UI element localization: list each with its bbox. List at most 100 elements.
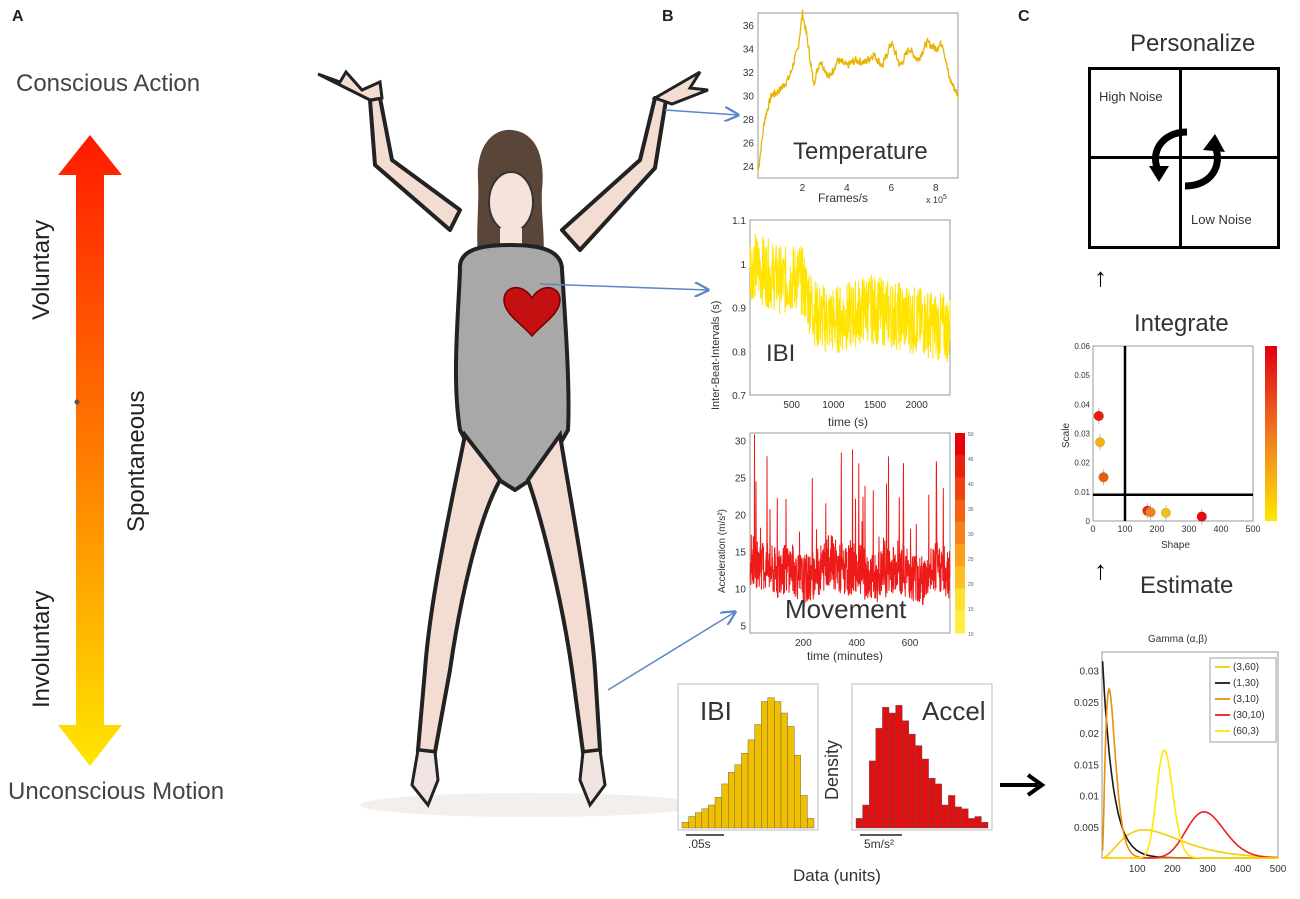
temp-ytick: 32 xyxy=(743,68,755,79)
temp-ytick: 24 xyxy=(743,162,755,173)
gamma-title: Gamma (α,β) xyxy=(1148,634,1208,645)
scatter-xtick: 0 xyxy=(1090,524,1095,534)
temp-ytick: 30 xyxy=(743,92,755,103)
ibi-hist-bar xyxy=(681,822,689,829)
accel-hist-bar xyxy=(948,795,956,829)
movement-colorbar-segment xyxy=(955,477,965,501)
temperature-x-multiplier: x 105 xyxy=(926,194,947,205)
integrate-label: Integrate xyxy=(1134,310,1229,337)
scatter-ytick: 0.02 xyxy=(1074,459,1090,468)
accel-hist-bar xyxy=(921,758,929,829)
scatter-ytick: 0 xyxy=(1086,517,1091,526)
involuntary-label: Involuntary xyxy=(28,590,55,708)
ibi-hist-bar xyxy=(728,772,736,829)
high-noise-label: High Noise xyxy=(1099,89,1163,104)
accel-scale-text: 5m/s² xyxy=(864,837,894,851)
movement-xtick: 400 xyxy=(848,638,865,649)
ibi-xtick: 1000 xyxy=(822,400,845,411)
ibi-hist-bar xyxy=(721,783,729,829)
scatter-xtick: 200 xyxy=(1149,524,1164,534)
panel-letter-b: B xyxy=(662,8,674,25)
movement-colorbar: 50 45 40 35 30 25 20 15 10 xyxy=(955,432,974,638)
ibi-ytick: 1 xyxy=(740,260,746,271)
accel-hist-bar xyxy=(908,733,916,829)
cycle-arrows-icon xyxy=(1149,128,1225,190)
gamma-xtick: 200 xyxy=(1164,864,1181,875)
gamma-legend-label: (1,30) xyxy=(1233,678,1259,689)
movement-label: Movement xyxy=(785,594,907,624)
accel-hist-bar xyxy=(954,806,962,829)
accel-hist-bar xyxy=(888,712,896,829)
right-arrow-icon xyxy=(1000,773,1046,797)
accel-hist-bar xyxy=(882,707,890,829)
gamma-xtick: 500 xyxy=(1270,864,1287,875)
ibi-label: IBI xyxy=(766,340,796,367)
gamma-legend-box xyxy=(1209,657,1277,743)
hist-accel-label: Accel xyxy=(922,696,986,726)
voluntary-label: Voluntary xyxy=(28,219,55,320)
panel-letter-a: A xyxy=(12,8,24,25)
movement-ytick: 30 xyxy=(735,436,747,447)
ibi-xtick: 2000 xyxy=(906,400,929,411)
gamma-legend-label: (3,10) xyxy=(1233,694,1259,705)
scatter-ytick: 0.05 xyxy=(1074,371,1090,380)
temp-ytick: 28 xyxy=(743,115,755,126)
gamma-series-line xyxy=(1102,829,1278,859)
scatter-xtick: 500 xyxy=(1245,524,1260,534)
accel-hist-bar xyxy=(928,777,936,829)
movement-ytick: 25 xyxy=(735,473,747,484)
ibi-hist-bar xyxy=(741,753,749,829)
personalize-label: Personalize xyxy=(1130,30,1256,57)
scatter-ytick: 0.01 xyxy=(1074,488,1090,497)
scatter-ytick: 0.03 xyxy=(1074,430,1090,439)
movement-ylabel: Acceleration (m/s²) xyxy=(717,509,728,593)
accel-hist-bar xyxy=(941,804,949,829)
accel-hist-bar xyxy=(875,728,883,829)
ibi-hist-bar xyxy=(695,812,703,829)
temperature-series xyxy=(757,9,959,173)
movement-ytick: 10 xyxy=(735,585,747,596)
ibi-hist-bar xyxy=(688,816,696,829)
ibi-hist-bar xyxy=(780,712,788,829)
ibi-hist-bar xyxy=(714,797,722,829)
up-arrow-icon-2: ↑ xyxy=(1094,555,1107,585)
scatter-point xyxy=(1098,472,1109,483)
movement-colorbar-segment xyxy=(955,588,965,612)
movement-colorbar-tick: 10 xyxy=(968,632,974,638)
double-arrow-shape xyxy=(58,135,122,766)
scatter-point xyxy=(1095,437,1106,448)
gamma-legend-label: (60,3) xyxy=(1233,726,1259,737)
temp-xtick: 2 xyxy=(800,183,806,194)
scatter-point xyxy=(1145,507,1156,518)
accel-hist-bar xyxy=(869,760,877,829)
ibi-ytick: 0.7 xyxy=(732,391,746,402)
gamma-ytick: 0.015 xyxy=(1074,760,1099,771)
ibi-hist-bar xyxy=(701,808,709,829)
ibi-hist-bar xyxy=(793,754,801,829)
unconscious-motion-label: Unconscious Motion xyxy=(8,778,225,805)
ibi-series xyxy=(749,233,951,363)
accel-hist-bar xyxy=(981,822,989,829)
movement-colorbar-tick: 15 xyxy=(968,607,974,613)
movement-xtick: 600 xyxy=(902,638,919,649)
movement-plot: 5 10 15 20 25 30 200 400 600 50 45 40 35 30 25 20 15 10… xyxy=(715,428,975,678)
personalize-quadrant: High Noise Low Noise xyxy=(1088,67,1280,249)
scatter-xtick: 100 xyxy=(1117,524,1132,534)
integrate-xlabel: Shape xyxy=(1161,540,1190,551)
scatter-ytick: 0.04 xyxy=(1074,400,1090,409)
gamma-xtick: 100 xyxy=(1129,864,1146,875)
movement-xtick: 200 xyxy=(795,638,812,649)
gamma-series-line xyxy=(1102,749,1278,859)
temperature-label: Temperature xyxy=(793,138,928,165)
movement-ytick: 5 xyxy=(740,622,746,633)
movement-colorbar-tick: 30 xyxy=(968,532,974,538)
temp-xtick: 8 xyxy=(933,183,939,194)
accel-hist-bar xyxy=(974,816,982,829)
temp-ytick: 26 xyxy=(743,139,755,150)
integrate-ylabel: Scale xyxy=(1061,422,1072,448)
ibi-scale-text: .05s xyxy=(688,837,711,851)
ibi-xlabel: time (s) xyxy=(828,415,868,429)
ibi-xtick: 1500 xyxy=(864,400,887,411)
accel-hist-bar xyxy=(915,745,923,829)
